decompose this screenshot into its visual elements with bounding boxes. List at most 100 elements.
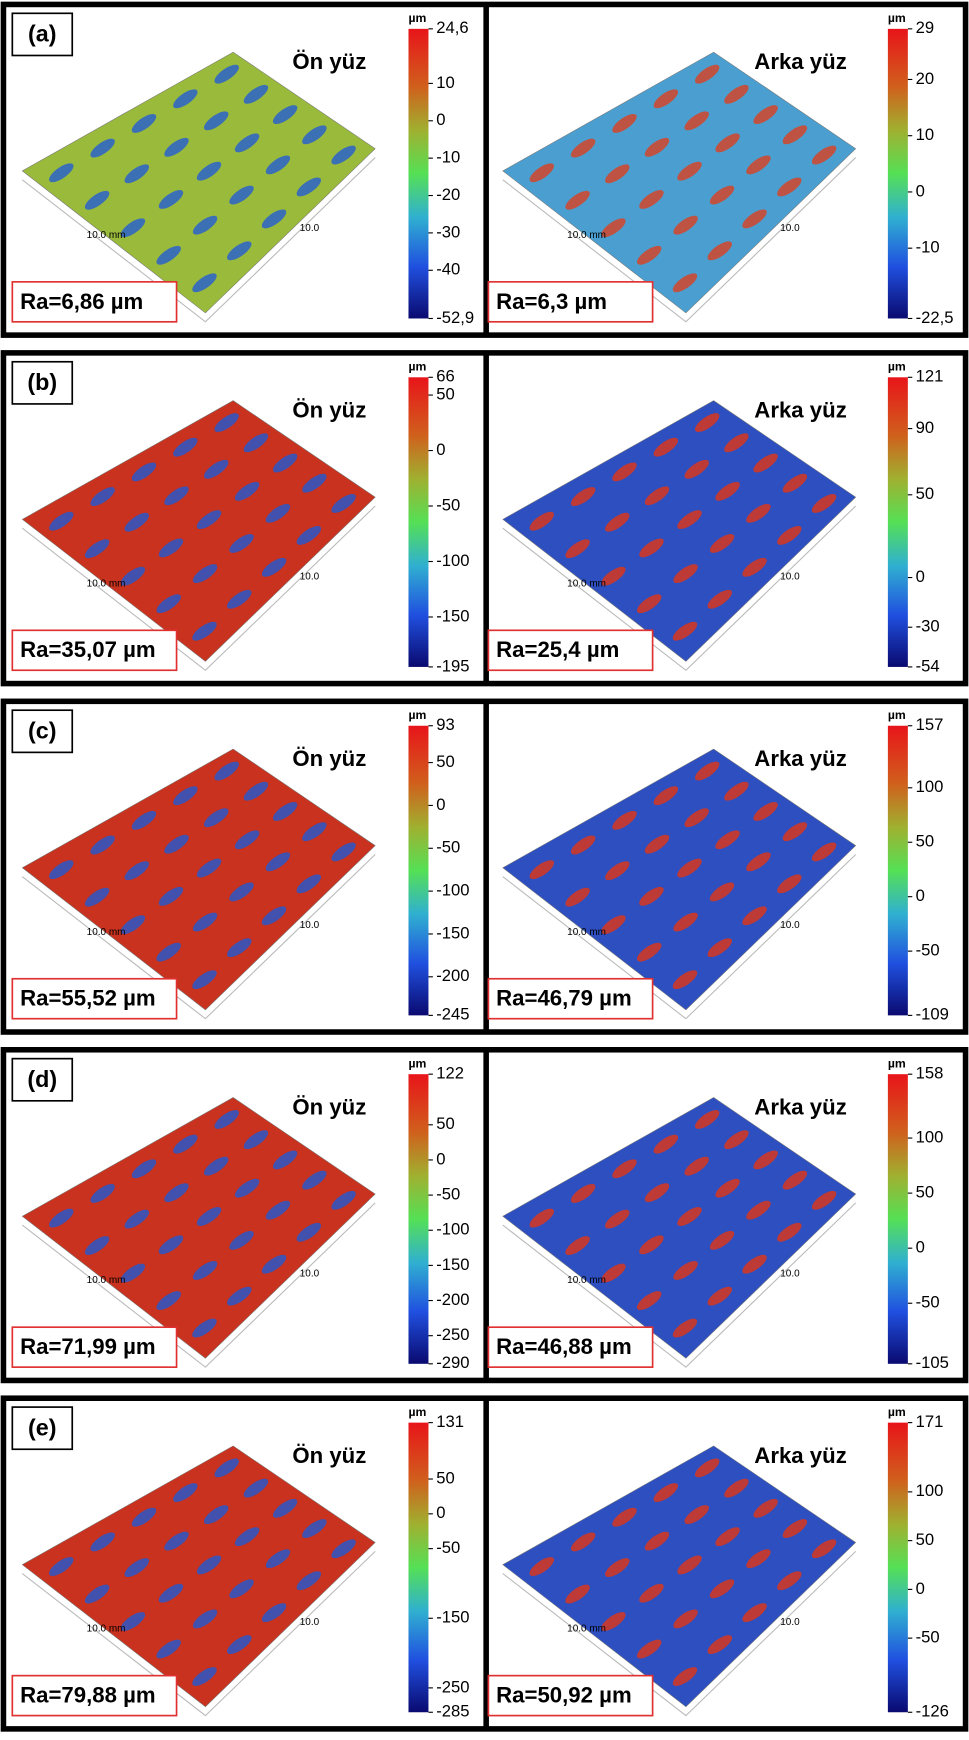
colorbar bbox=[888, 1423, 908, 1713]
colorbar-tick-label: -22,5 bbox=[916, 308, 954, 327]
ra-value: Ra=35,07 µm bbox=[20, 637, 156, 662]
surface bbox=[503, 1446, 856, 1707]
colorbar-tick-label: 90 bbox=[916, 418, 935, 437]
colorbar-tick-label: 20 bbox=[916, 69, 935, 88]
colorbar-tick-label: 50 bbox=[436, 384, 455, 403]
ra-value: Ra=55,52 µm bbox=[20, 986, 156, 1011]
colorbar-tick-label: -100 bbox=[436, 881, 469, 900]
row: 10.0 mm10.0Ön yüzµm93500-50-100-150-200-… bbox=[3, 701, 965, 1032]
axis-label: 10.0 mm bbox=[87, 1624, 126, 1635]
colorbar-tick-label: 0 bbox=[916, 181, 925, 200]
row-label: (b) bbox=[27, 369, 57, 395]
axis-label: 10.0 mm bbox=[87, 927, 126, 938]
colorbar-tick-label: 66 bbox=[436, 367, 455, 386]
colorbar-tick-label: -50 bbox=[916, 941, 940, 960]
axis-label: 10.0 bbox=[780, 1269, 800, 1280]
colorbar bbox=[888, 377, 908, 667]
ra-value: Ra=46,79 µm bbox=[496, 986, 632, 1011]
axis-label: 10.0 bbox=[780, 1617, 800, 1628]
colorbar-tick-label: -150 bbox=[436, 1608, 469, 1627]
ra-value: Ra=6,86 µm bbox=[20, 289, 143, 314]
surface bbox=[22, 1446, 375, 1707]
axis-label: 10.0 bbox=[300, 920, 320, 931]
axis-label: 10.0 mm bbox=[87, 1275, 126, 1286]
colorbar-tick-label: -40 bbox=[436, 260, 460, 279]
colorbar-unit: µm bbox=[888, 360, 906, 374]
colorbar-tick-label: -100 bbox=[436, 551, 469, 570]
colorbar-tick-label: -200 bbox=[436, 1290, 469, 1309]
panel-title: Arka yüz bbox=[754, 398, 847, 423]
colorbar-tick-label: -50 bbox=[436, 1184, 460, 1203]
colorbar-tick-label: 158 bbox=[916, 1064, 944, 1083]
colorbar-tick-label: -200 bbox=[436, 966, 469, 985]
colorbar-tick-label: 0 bbox=[436, 440, 445, 459]
colorbar-tick-label: 50 bbox=[916, 484, 935, 503]
colorbar-tick-label: 121 bbox=[916, 367, 944, 386]
colorbar-unit: µm bbox=[408, 1405, 426, 1419]
panel-title: Ön yüz bbox=[292, 398, 366, 423]
colorbar-tick-label: 0 bbox=[436, 1503, 445, 1522]
colorbar-tick-label: -100 bbox=[436, 1220, 469, 1239]
panel-title: Arka yüz bbox=[754, 746, 847, 771]
colorbar-tick-label: -30 bbox=[436, 222, 460, 241]
panel-title: Ön yüz bbox=[292, 1443, 366, 1468]
panel-title: Arka yüz bbox=[754, 49, 847, 74]
panel: 10.0 mm10.0Ön yüzµm66500-50-100-150-195R… bbox=[12, 360, 469, 676]
colorbar-tick-label: -150 bbox=[436, 606, 469, 625]
colorbar-tick-label: 0 bbox=[436, 110, 445, 129]
colorbar-tick-label: -10 bbox=[436, 148, 460, 167]
ra-value: Ra=79,88 µm bbox=[20, 1683, 156, 1708]
colorbar-tick-label: -105 bbox=[916, 1353, 949, 1372]
colorbar-tick-label: 100 bbox=[916, 777, 944, 796]
colorbar-tick-label: -50 bbox=[436, 495, 460, 514]
row-label: (a) bbox=[28, 21, 56, 47]
colorbar-tick-label: 122 bbox=[436, 1064, 464, 1083]
colorbar-tick-label: 0 bbox=[436, 1149, 445, 1168]
colorbar-tick-label: -250 bbox=[436, 1325, 469, 1344]
row: 10.0 mm10.0Ön yüzµm24,6100-10-20-30-40-5… bbox=[3, 4, 965, 335]
row: 10.0 mm10.0Ön yüzµm131500-50-150-250-285… bbox=[3, 1398, 965, 1729]
axis-label: 10.0 mm bbox=[87, 230, 126, 241]
panel: 10.0 mm10.0Ön yüzµm24,6100-10-20-30-40-5… bbox=[12, 11, 474, 327]
axis-label: 10.0 bbox=[300, 572, 320, 583]
panel-title: Ön yüz bbox=[292, 49, 366, 74]
colorbar-tick-label: -52,9 bbox=[436, 308, 474, 327]
panel: 10.0 mm10.0Arka yüzµm12190500-30-54Ra=25… bbox=[488, 360, 943, 676]
colorbar-tick-label: 50 bbox=[916, 1530, 935, 1549]
surface bbox=[503, 401, 856, 662]
colorbar-tick-label: -150 bbox=[436, 923, 469, 942]
panel: 10.0 mm10.0Ön yüzµm131500-50-150-250-285… bbox=[12, 1405, 469, 1721]
colorbar-tick-label: 0 bbox=[916, 886, 925, 905]
colorbar bbox=[408, 726, 428, 1016]
ra-value: Ra=46,88 µm bbox=[496, 1334, 632, 1359]
colorbar-unit: µm bbox=[408, 11, 426, 25]
colorbar-tick-label: -245 bbox=[436, 1005, 469, 1024]
panel-title: Ön yüz bbox=[292, 746, 366, 771]
colorbar-tick-label: 10 bbox=[916, 125, 935, 144]
axis-label: 10.0 mm bbox=[567, 578, 606, 589]
panel: 10.0 mm10.0Arka yüzµm2920100-10-22,5Ra=6… bbox=[488, 11, 953, 327]
colorbar bbox=[408, 1423, 428, 1713]
surface bbox=[22, 749, 375, 1010]
colorbar-tick-label: 0 bbox=[916, 1579, 925, 1598]
colorbar-unit: µm bbox=[408, 360, 426, 374]
colorbar-tick-label: -109 bbox=[916, 1005, 949, 1024]
colorbar-unit: µm bbox=[888, 1405, 906, 1419]
colorbar-tick-label: 0 bbox=[916, 1238, 925, 1257]
colorbar bbox=[888, 29, 908, 319]
colorbar-tick-label: -285 bbox=[436, 1702, 469, 1721]
colorbar bbox=[408, 29, 428, 319]
colorbar bbox=[888, 726, 908, 1016]
colorbar-tick-label: 93 bbox=[436, 715, 455, 734]
colorbar-tick-label: 171 bbox=[916, 1412, 944, 1431]
colorbar bbox=[408, 1074, 428, 1364]
panel: 10.0 mm10.0Arka yüzµm157100500-50-109Ra=… bbox=[488, 708, 949, 1024]
panel: 10.0 mm10.0Ön yüzµm122500-50-100-150-200… bbox=[12, 1056, 469, 1372]
row-label: (d) bbox=[27, 1066, 57, 1092]
colorbar-tick-label: -250 bbox=[436, 1677, 469, 1696]
colorbar-tick-label: -50 bbox=[916, 1628, 940, 1647]
row: 10.0 mm10.0Ön yüzµm122500-50-100-150-200… bbox=[3, 1050, 965, 1381]
colorbar-unit: µm bbox=[408, 1056, 426, 1070]
colorbar-tick-label: 100 bbox=[916, 1481, 944, 1500]
colorbar-tick-label: -20 bbox=[436, 185, 460, 204]
